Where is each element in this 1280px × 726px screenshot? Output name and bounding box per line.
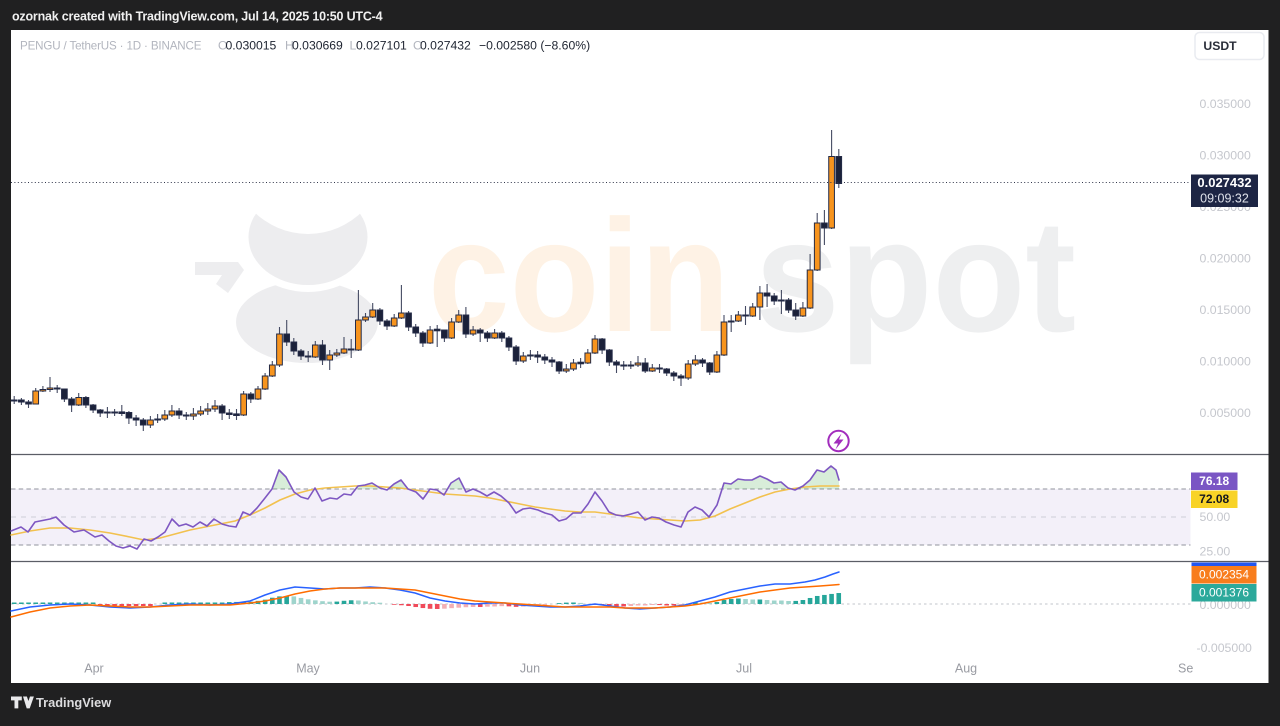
svg-text:0.005000: 0.005000 (1200, 406, 1251, 420)
svg-text:−0.002580 (−8.60%): −0.002580 (−8.60%) (479, 39, 590, 53)
svg-text:0.035000: 0.035000 (1200, 97, 1251, 111)
svg-text:H: H (285, 39, 294, 53)
svg-text:0.030015: 0.030015 (226, 39, 277, 53)
svg-text:coin: coin (428, 186, 730, 365)
svg-text:Apr: Apr (84, 661, 103, 675)
svg-text:0.027101: 0.027101 (356, 39, 407, 53)
svg-text:Jun: Jun (520, 661, 540, 675)
svg-text:ozornak created with TradingVi: ozornak created with TradingView.com, Ju… (12, 9, 383, 23)
svg-text:O: O (218, 39, 227, 53)
svg-text:Jul: Jul (736, 661, 752, 675)
svg-text:72.08: 72.08 (1199, 492, 1229, 506)
svg-text:spot: spot (755, 186, 1076, 365)
svg-text:0.027432: 0.027432 (420, 39, 471, 53)
svg-text:May: May (296, 661, 320, 675)
svg-text:L: L (350, 39, 357, 53)
svg-text:0.020000: 0.020000 (1200, 251, 1251, 265)
svg-text:50.00: 50.00 (1200, 510, 1231, 524)
svg-text:0.010000: 0.010000 (1200, 354, 1251, 368)
svg-text:0.015000: 0.015000 (1200, 303, 1251, 317)
svg-text:09:09:32: 09:09:32 (1200, 191, 1249, 205)
svg-text:0.002354: 0.002354 (1199, 567, 1249, 581)
svg-text:76.18: 76.18 (1199, 474, 1229, 488)
svg-text:0.027432: 0.027432 (1197, 175, 1251, 190)
svg-text:25.00: 25.00 (1200, 544, 1231, 558)
svg-text:C: C (413, 39, 422, 53)
svg-text:Aug: Aug (955, 661, 977, 675)
svg-text:USDT: USDT (1203, 39, 1237, 53)
svg-text:-0.005000: -0.005000 (1197, 641, 1253, 655)
svg-text:Se: Se (1178, 661, 1193, 675)
svg-text:TradingView: TradingView (36, 695, 111, 710)
svg-text:0.001376: 0.001376 (1199, 585, 1249, 599)
svg-text:PENGU / TetherUS · 1D · BINANC: PENGU / TetherUS · 1D · BINANCE (20, 40, 202, 53)
svg-text:0.030000: 0.030000 (1200, 148, 1251, 162)
svg-text:0.030669: 0.030669 (292, 39, 343, 53)
